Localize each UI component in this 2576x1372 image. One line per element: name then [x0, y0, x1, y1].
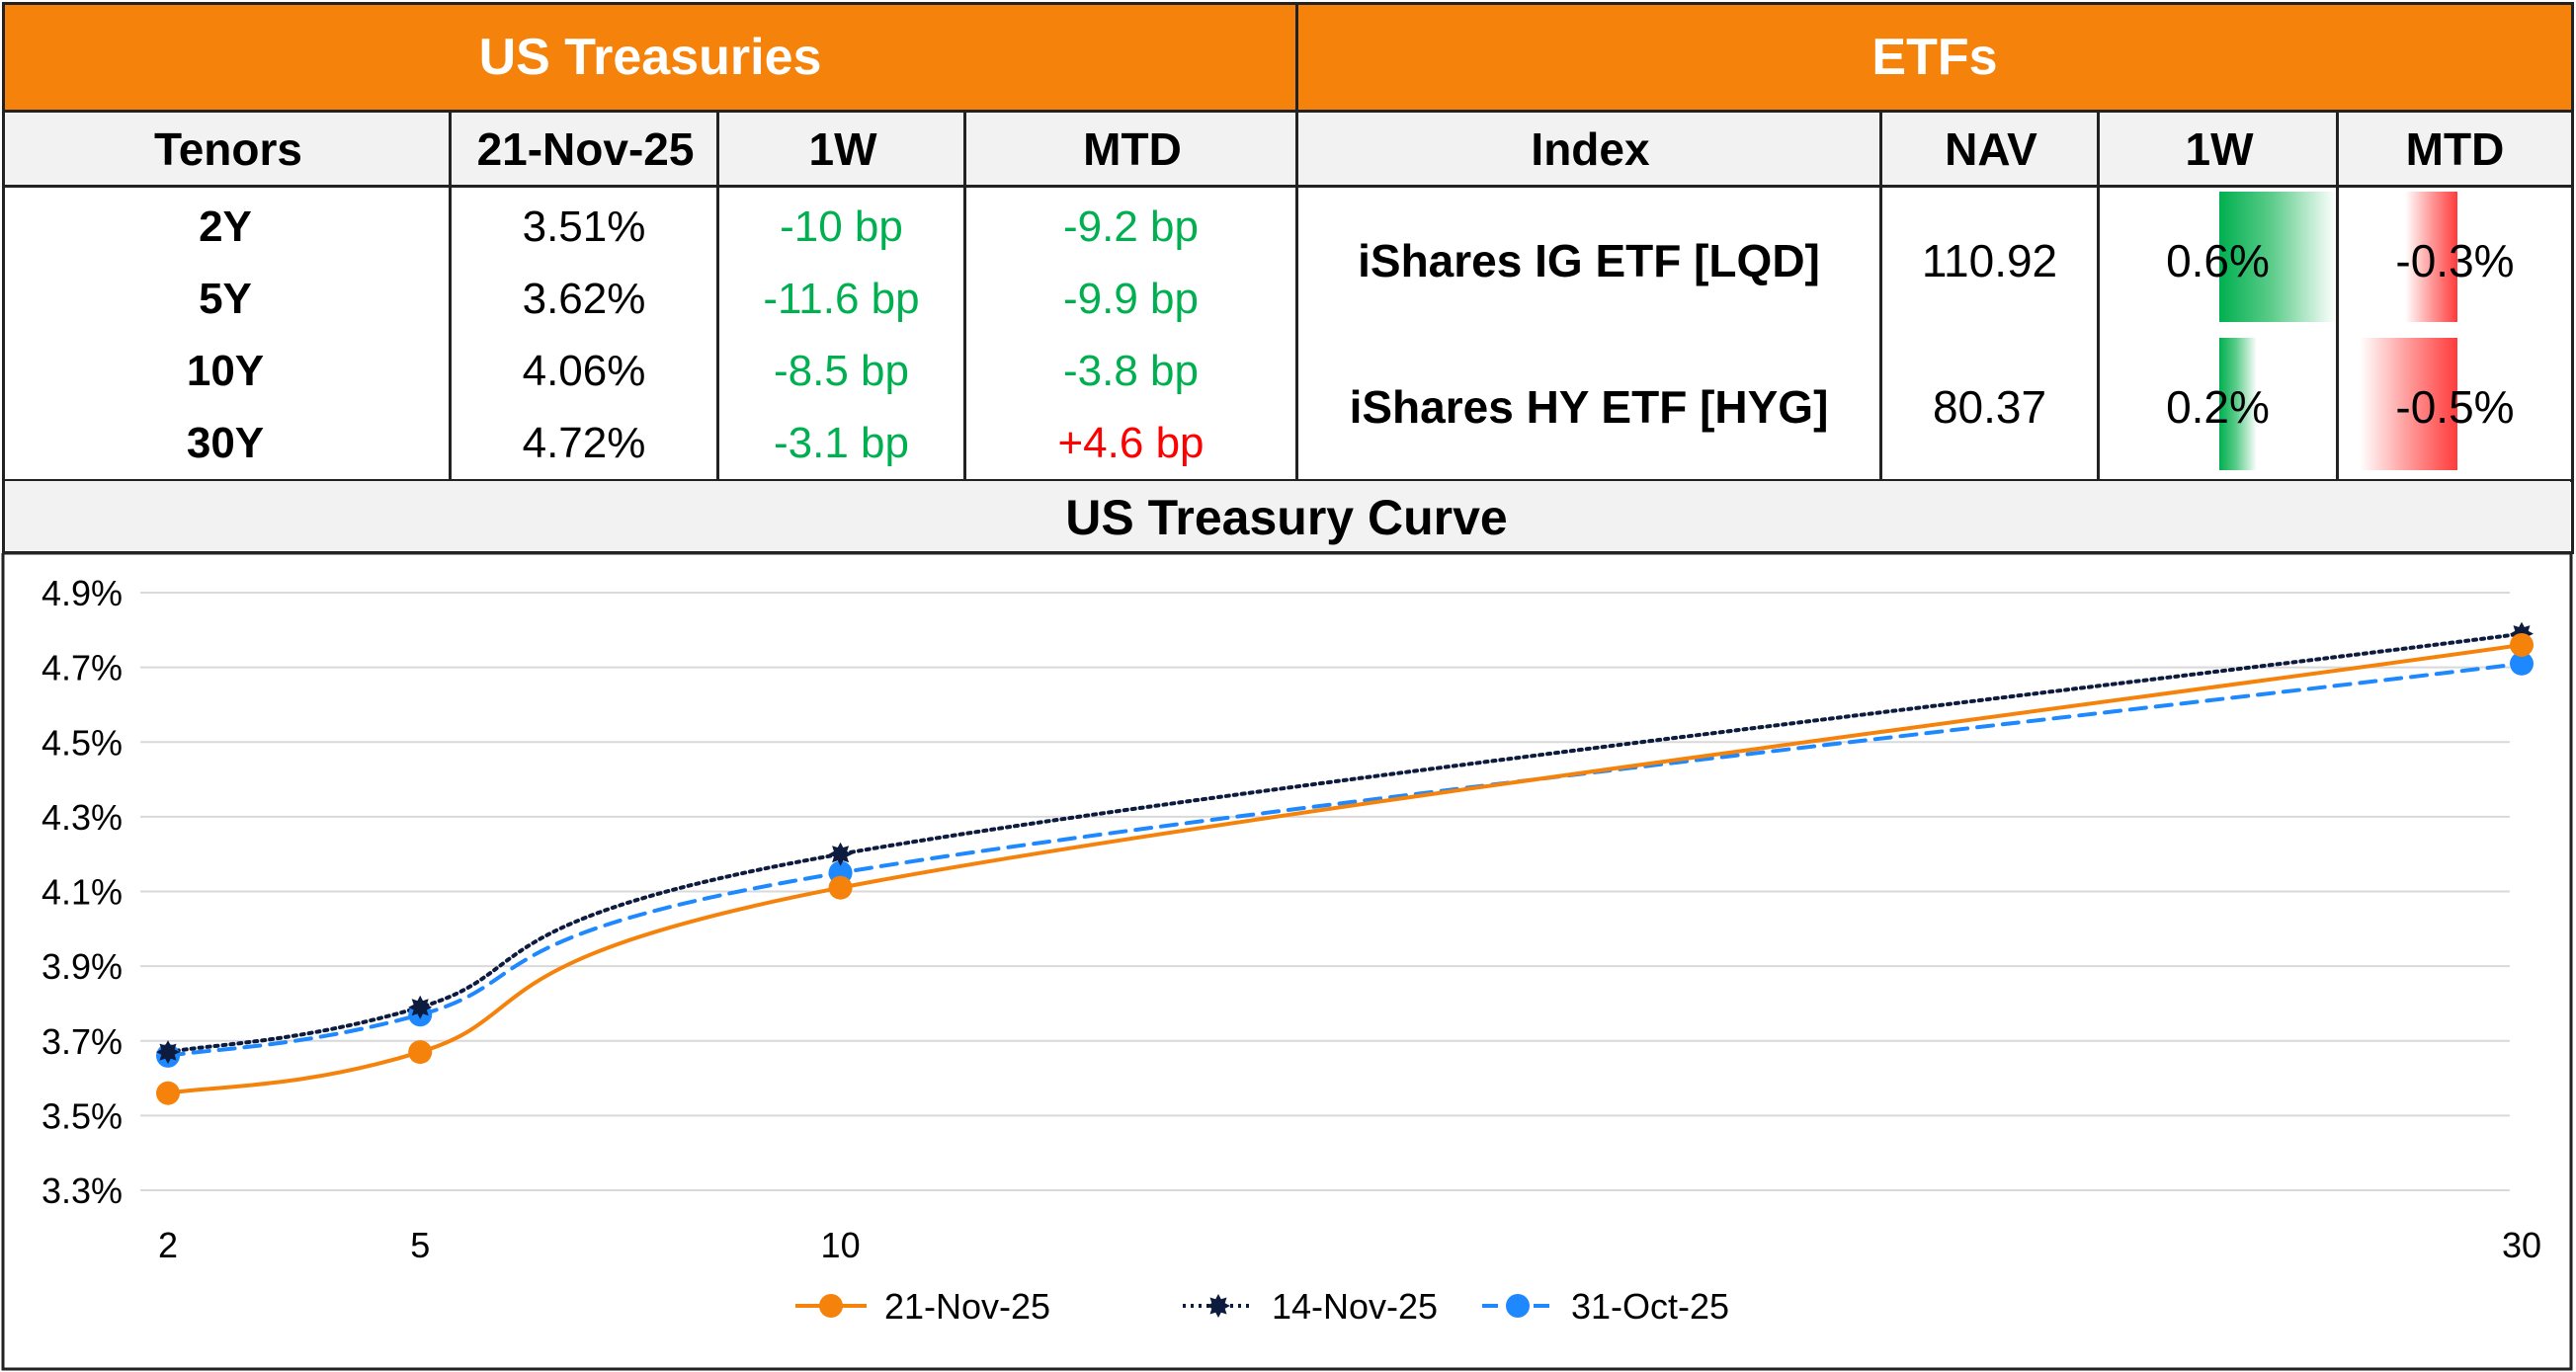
table-divider: [716, 188, 719, 481]
data-point: [828, 842, 853, 866]
tenor-label: 2Y: [199, 202, 252, 251]
change-1w: -8.5 bp: [774, 346, 909, 395]
etf-1w-bar: [2219, 192, 2336, 322]
tenor-label: 5Y: [199, 274, 252, 323]
legend-marker: [1206, 1294, 1230, 1318]
col-header-index: Index: [1295, 113, 1882, 188]
table-divider: [449, 188, 452, 481]
col-header-mtd: MTD: [963, 113, 1298, 188]
x-tick-label: 10: [821, 1225, 861, 1265]
change-mtd: +4.6 bp: [1057, 418, 1205, 467]
col-header-nav: NAV: [1879, 113, 2100, 188]
chart-title: US Treasury Curve: [3, 481, 2570, 553]
col-header-1w: 1W: [716, 113, 966, 188]
chart-title-border: [2, 479, 5, 553]
x-tick-label: 5: [410, 1225, 430, 1265]
col-header-etf-1w: 1W: [2097, 113, 2339, 188]
data-point: [156, 1040, 180, 1065]
etf-mtd-bar: [2360, 338, 2457, 470]
y-tick-label: 3.9%: [42, 946, 123, 987]
change-1w: -11.6 bp: [763, 274, 920, 323]
yield-value: 4.06%: [522, 346, 646, 395]
x-axis-ticks: 2 5 10 30: [158, 1225, 2541, 1265]
data-point: [828, 875, 853, 900]
x-tick-label: 2: [158, 1225, 178, 1265]
etf-nav: 110.92: [1921, 235, 2058, 286]
table-divider: [1295, 188, 1298, 481]
y-tick-label: 4.1%: [42, 872, 123, 913]
etf-name: iShares HY ETF [HYG]: [1349, 381, 1829, 433]
change-1w: -3.1 bp: [774, 418, 909, 467]
legend-label: 14-Nov-25: [1272, 1286, 1438, 1327]
tenor-label: 10Y: [186, 346, 265, 395]
table-border: [2, 188, 5, 481]
col-header-etf-mtd: MTD: [2336, 113, 2574, 188]
table-border: [2, 479, 2574, 482]
yield-value: 4.72%: [522, 418, 646, 467]
table-divider: [2336, 188, 2339, 481]
table-divider: [1879, 188, 1882, 481]
us-treasuries-header: US Treasuries: [2, 2, 1298, 113]
y-axis-ticks: 3.3% 3.5% 3.7% 3.9% 4.1% 4.3% 4.5% 4.7% 4.9%: [42, 573, 123, 1211]
table-border: [2571, 188, 2574, 481]
data-point: [2510, 632, 2534, 657]
etf-name: iShares IG ETF [LQD]: [1358, 235, 1820, 286]
chart-lines: [156, 621, 2534, 1105]
change-1w: -10 bp: [780, 202, 903, 251]
etf-1w-value: 0.6%: [2166, 235, 2270, 286]
etf-mtd-value: -0.5%: [2395, 381, 2515, 433]
x-tick-label: 30: [2502, 1225, 2541, 1265]
chart-gridlines: [140, 592, 2510, 1191]
legend-marker: [819, 1294, 843, 1318]
data-point: [408, 995, 433, 1019]
y-tick-label: 4.3%: [42, 797, 123, 838]
treasury-curve-chart: 3.3% 3.5% 3.7% 3.9% 4.1% 4.3% 4.5% 4.7% 4.9% 2 5 1…: [1, 553, 2573, 1371]
legend-marker: [1506, 1294, 1530, 1318]
data-point: [156, 1081, 180, 1105]
legend-label: 31-Oct-25: [1571, 1286, 1729, 1327]
tenor-label: 30Y: [186, 418, 265, 467]
y-tick-label: 3.7%: [42, 1021, 123, 1062]
data-point: [2510, 651, 2534, 676]
y-tick-label: 4.9%: [42, 573, 123, 613]
chart-legend: 21-Nov-25 14-Nov-25 31-Oct-25: [795, 1286, 1729, 1327]
etf-mtd-bar: [2405, 192, 2457, 322]
yield-value: 3.51%: [522, 202, 646, 251]
yield-value: 3.62%: [522, 274, 646, 323]
table-divider: [963, 188, 966, 481]
etf-1w-value: 0.2%: [2166, 381, 2270, 433]
change-mtd: -9.2 bp: [1063, 202, 1199, 251]
change-mtd: -9.9 bp: [1063, 274, 1199, 323]
y-tick-label: 3.3%: [42, 1170, 123, 1211]
y-tick-label: 4.5%: [42, 722, 123, 763]
etf-nav: 80.37: [1932, 381, 2047, 433]
data-point: [408, 1040, 433, 1065]
y-tick-label: 3.5%: [42, 1095, 123, 1136]
etfs-header: ETFs: [1295, 2, 2574, 113]
change-mtd: -3.8 bp: [1063, 346, 1199, 395]
chart-title-border: [2571, 479, 2574, 553]
etf-mtd-value: -0.3%: [2395, 235, 2515, 286]
legend-label: 21-Nov-25: [884, 1286, 1050, 1327]
table-divider: [2097, 188, 2100, 481]
col-header-date: 21-Nov-25: [449, 113, 719, 188]
col-header-tenors: Tenors: [2, 113, 452, 188]
etf-1w-bar: [2219, 338, 2257, 470]
chart-frame: [1, 553, 2573, 1371]
y-tick-label: 4.7%: [42, 648, 123, 688]
